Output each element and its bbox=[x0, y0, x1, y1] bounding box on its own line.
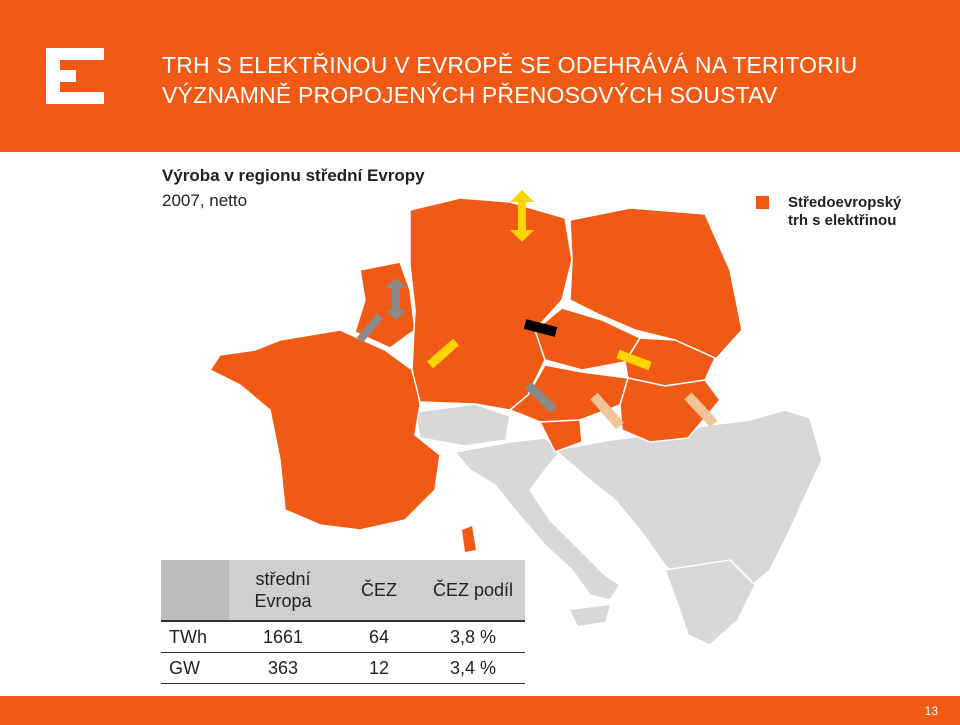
row-region-value: 363 bbox=[229, 652, 337, 684]
table-row: TWh 1661 64 3,8 % bbox=[161, 620, 525, 653]
arrow-benelux-germany bbox=[385, 278, 407, 320]
arrow-germany-czechia bbox=[523, 319, 558, 337]
legend-swatch bbox=[756, 196, 769, 209]
title-line-1: TRH S ELEKTŘINOU V EVROPĚ SE ODEHRÁVÁ NA… bbox=[162, 52, 858, 78]
europe-map bbox=[210, 190, 823, 646]
arrow-france-germany bbox=[427, 338, 459, 369]
arrow-austria-balkans bbox=[590, 392, 624, 430]
row-cez-value: 12 bbox=[337, 652, 421, 684]
map-region-germany bbox=[409, 197, 573, 411]
table-header-cell bbox=[161, 560, 229, 621]
legend-label-line-1: Středoevropský bbox=[788, 194, 902, 211]
table-header-cell: střední Evropa bbox=[229, 560, 337, 621]
arrow-austria-italy bbox=[524, 381, 558, 414]
map-year: 2007, netto bbox=[162, 191, 248, 210]
map-region-switzerland bbox=[414, 403, 511, 447]
table-header-row: střední Evropa ČEZ ČEZ podíl bbox=[161, 560, 525, 621]
arrow-north-germany bbox=[510, 190, 534, 242]
map-region-corsica bbox=[462, 526, 476, 552]
row-region-value: 1661 bbox=[229, 620, 337, 653]
map-subtitle: Výroba v regionu střední Evropy bbox=[162, 166, 425, 185]
table-header-cell: ČEZ podíl bbox=[421, 560, 525, 621]
arrow-czechia-hungary bbox=[616, 349, 652, 371]
row-label: TWh bbox=[161, 620, 229, 653]
table-header-cell: ČEZ bbox=[337, 560, 421, 621]
map-region-sicily bbox=[570, 605, 610, 626]
legend-label-line-2: trh s elektřinou bbox=[788, 212, 897, 229]
row-share-value: 3,8 % bbox=[421, 620, 525, 653]
title-line-2: VÝZNAMNĚ PROPOJENÝCH PŘENOSOVÝCH SOUSTAV bbox=[162, 82, 778, 108]
row-share-value: 3,4 % bbox=[421, 652, 525, 684]
arrow-hungary-balkans bbox=[684, 392, 718, 428]
row-label: GW bbox=[161, 652, 229, 684]
page-title: TRH S ELEKTŘINOU V EVROPĚ SE ODEHRÁVÁ NA… bbox=[162, 50, 857, 110]
table-row: GW 363 12 3,4 % bbox=[161, 652, 525, 684]
header-bar: TRH S ELEKTŘINOU V EVROPĚ SE ODEHRÁVÁ NA… bbox=[0, 0, 960, 152]
production-table: střední Evropa ČEZ ČEZ podíl TWh 1661 64… bbox=[161, 560, 525, 684]
cez-logo-icon bbox=[46, 48, 104, 104]
map-legend: Středoevropský trh s elektřinou bbox=[756, 194, 902, 230]
map-region-slovenia bbox=[538, 419, 583, 453]
arrow-france-benelux bbox=[356, 313, 384, 343]
map-region-hungary bbox=[619, 377, 721, 443]
map-region-greece bbox=[663, 559, 756, 646]
map-region-france bbox=[210, 329, 441, 531]
footer-bar: 13 bbox=[0, 696, 960, 725]
page-number: 13 bbox=[924, 704, 938, 718]
row-cez-value: 64 bbox=[337, 620, 421, 653]
